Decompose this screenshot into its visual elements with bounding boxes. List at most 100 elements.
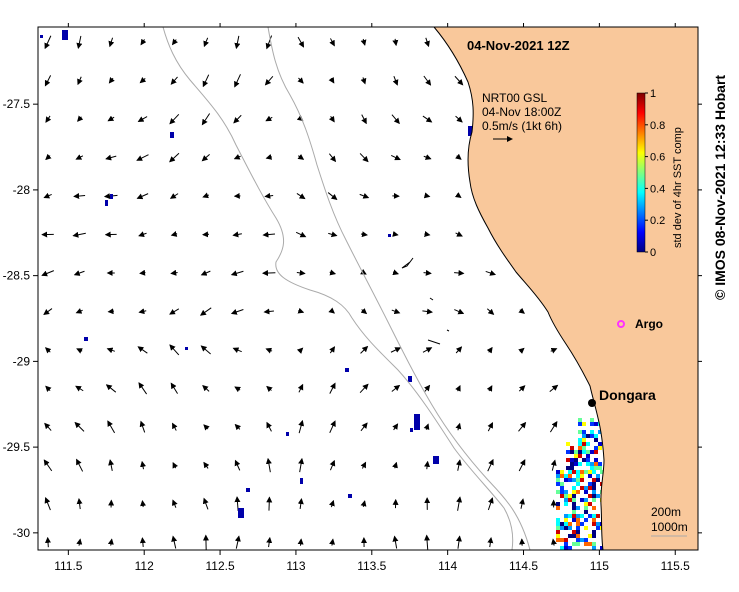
sst-pixel [596, 522, 600, 526]
current-vector [455, 346, 463, 354]
vector-legend: NRT00 GSL 04-Nov 18:00Z 0.5m/s (1kt 6h) [482, 91, 562, 142]
sst-pixel [586, 426, 590, 430]
current-vector [297, 307, 305, 314]
current-vector [202, 497, 209, 510]
sst-pixel [110, 194, 113, 199]
contour-legend: 200m 1000m [651, 505, 688, 537]
current-vector [170, 231, 178, 237]
bathymetry-200m-contour [267, 26, 531, 551]
current-vector [234, 459, 241, 471]
sst-pixel [578, 450, 582, 454]
sst-pixel [580, 522, 584, 526]
sst-pixel [584, 526, 588, 530]
current-vector [297, 498, 304, 510]
current-vector [44, 35, 52, 50]
sst-pixel [596, 494, 600, 498]
dongara-marker-icon [588, 399, 596, 407]
sst-pixel [556, 538, 560, 542]
current-vector [329, 346, 336, 354]
sst-pixel [582, 434, 586, 438]
sst-pixel [568, 478, 572, 482]
sst-pixel [572, 542, 576, 546]
sst-pixel [574, 450, 578, 454]
current-vector [264, 75, 274, 86]
colorbar-tick-label: 0 [650, 247, 656, 259]
current-vector [518, 459, 526, 472]
sst-pixel [592, 470, 596, 474]
sst-pixel [576, 522, 580, 526]
sst-pixel [590, 422, 594, 426]
current-vector [202, 192, 209, 199]
current-vector [486, 308, 495, 315]
current-vector [44, 422, 52, 431]
current-vector [263, 308, 274, 315]
sst-pixel [566, 458, 570, 462]
sst-pixel [410, 428, 413, 432]
sst-pixel [580, 474, 584, 478]
sst-pixel [584, 486, 588, 490]
sst-pixel [556, 474, 560, 478]
current-vector [137, 116, 148, 122]
sst-pixel [592, 530, 596, 534]
current-vector [296, 269, 306, 276]
sst-pixel [564, 538, 568, 542]
sst-pixel [568, 470, 572, 474]
sst-pixel [572, 478, 576, 482]
sst-pixel [584, 542, 588, 546]
x-tick-label: 111.5 [54, 559, 83, 573]
sst-pixel [564, 474, 568, 478]
sst-pixel [566, 442, 570, 446]
current-vector [202, 74, 210, 88]
sst-pixel [596, 474, 600, 478]
current-vector [234, 74, 241, 88]
current-vector [327, 192, 338, 201]
y-tick-label: -29 [13, 354, 31, 368]
current-vector [360, 422, 368, 432]
sst-pixel [578, 462, 582, 466]
current-vector [170, 76, 178, 85]
current-vector [75, 154, 84, 160]
sst-pixel [594, 438, 598, 442]
sst-pixel [568, 526, 572, 530]
sst-pixel [588, 482, 592, 486]
sst-pixel [572, 486, 576, 490]
current-vector [72, 231, 86, 238]
current-vector [329, 538, 336, 546]
sst-pixel [580, 478, 584, 482]
sst-pixel [572, 530, 576, 534]
sst-pixel [556, 470, 560, 474]
sst-pixel [576, 538, 580, 542]
current-vector [265, 154, 273, 160]
current-vector [169, 308, 180, 315]
sst-pixel [592, 538, 596, 542]
sst-pixel [584, 490, 588, 494]
current-vector [232, 347, 242, 353]
current-vector [105, 154, 117, 161]
current-vector [360, 77, 367, 85]
current-vector [454, 308, 465, 315]
current-vector [201, 153, 210, 162]
sst-pixel [574, 446, 578, 450]
sst-pixel [586, 462, 590, 466]
current-vector [77, 115, 84, 122]
current-vector [455, 384, 461, 392]
x-tick-label: 112 [135, 559, 154, 573]
sst-pixel [572, 506, 576, 510]
current-vector [75, 385, 84, 392]
sst-pixel [598, 430, 602, 434]
sst-pixel [594, 426, 598, 430]
sst-pixel [586, 434, 590, 438]
current-vector [392, 535, 399, 549]
sst-pixel [560, 538, 564, 542]
sst-pixel [592, 482, 596, 486]
sst-pixel [572, 490, 576, 494]
current-vector [424, 231, 431, 237]
current-vector [392, 269, 400, 276]
dongara-label: Dongara [599, 387, 656, 403]
x-tick-label: 113 [286, 559, 305, 573]
colorbar-tick-label: 0.6 [650, 152, 665, 164]
current-vector [136, 193, 149, 200]
current-vector [137, 346, 148, 354]
sst-pixel [576, 534, 580, 538]
sst-pixel [588, 486, 592, 490]
